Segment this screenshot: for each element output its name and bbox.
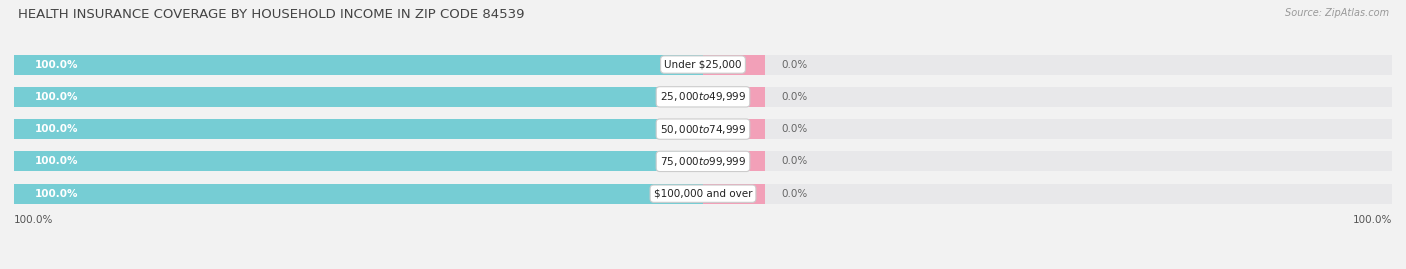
Bar	[14, 184, 703, 204]
Text: $25,000 to $49,999: $25,000 to $49,999	[659, 90, 747, 103]
Text: $50,000 to $74,999: $50,000 to $74,999	[659, 123, 747, 136]
Bar	[14, 151, 703, 171]
Text: 100.0%: 100.0%	[35, 189, 79, 199]
Text: 100.0%: 100.0%	[14, 215, 53, 225]
Text: 100.0%: 100.0%	[35, 59, 79, 70]
Bar	[14, 87, 1392, 107]
Text: 0.0%: 0.0%	[782, 92, 808, 102]
Text: 0.0%: 0.0%	[782, 124, 808, 134]
Bar	[14, 55, 703, 75]
Text: $75,000 to $99,999: $75,000 to $99,999	[659, 155, 747, 168]
Text: Source: ZipAtlas.com: Source: ZipAtlas.com	[1285, 8, 1389, 18]
Text: 100.0%: 100.0%	[35, 124, 79, 134]
Bar	[14, 119, 703, 139]
Text: 0.0%: 0.0%	[782, 189, 808, 199]
Bar	[14, 151, 1392, 171]
Text: 100.0%: 100.0%	[1353, 215, 1392, 225]
Bar	[14, 119, 1392, 139]
Bar	[703, 55, 765, 75]
Text: HEALTH INSURANCE COVERAGE BY HOUSEHOLD INCOME IN ZIP CODE 84539: HEALTH INSURANCE COVERAGE BY HOUSEHOLD I…	[18, 8, 524, 21]
Text: Under $25,000: Under $25,000	[664, 59, 742, 70]
Bar	[14, 55, 1392, 75]
Text: 100.0%: 100.0%	[35, 156, 79, 167]
Bar	[703, 184, 765, 204]
Bar	[14, 87, 703, 107]
Bar	[14, 184, 1392, 204]
Text: 0.0%: 0.0%	[782, 156, 808, 167]
Bar	[703, 87, 765, 107]
Text: 100.0%: 100.0%	[35, 92, 79, 102]
Text: 0.0%: 0.0%	[782, 59, 808, 70]
Text: $100,000 and over: $100,000 and over	[654, 189, 752, 199]
Bar	[703, 151, 765, 171]
Bar	[703, 119, 765, 139]
